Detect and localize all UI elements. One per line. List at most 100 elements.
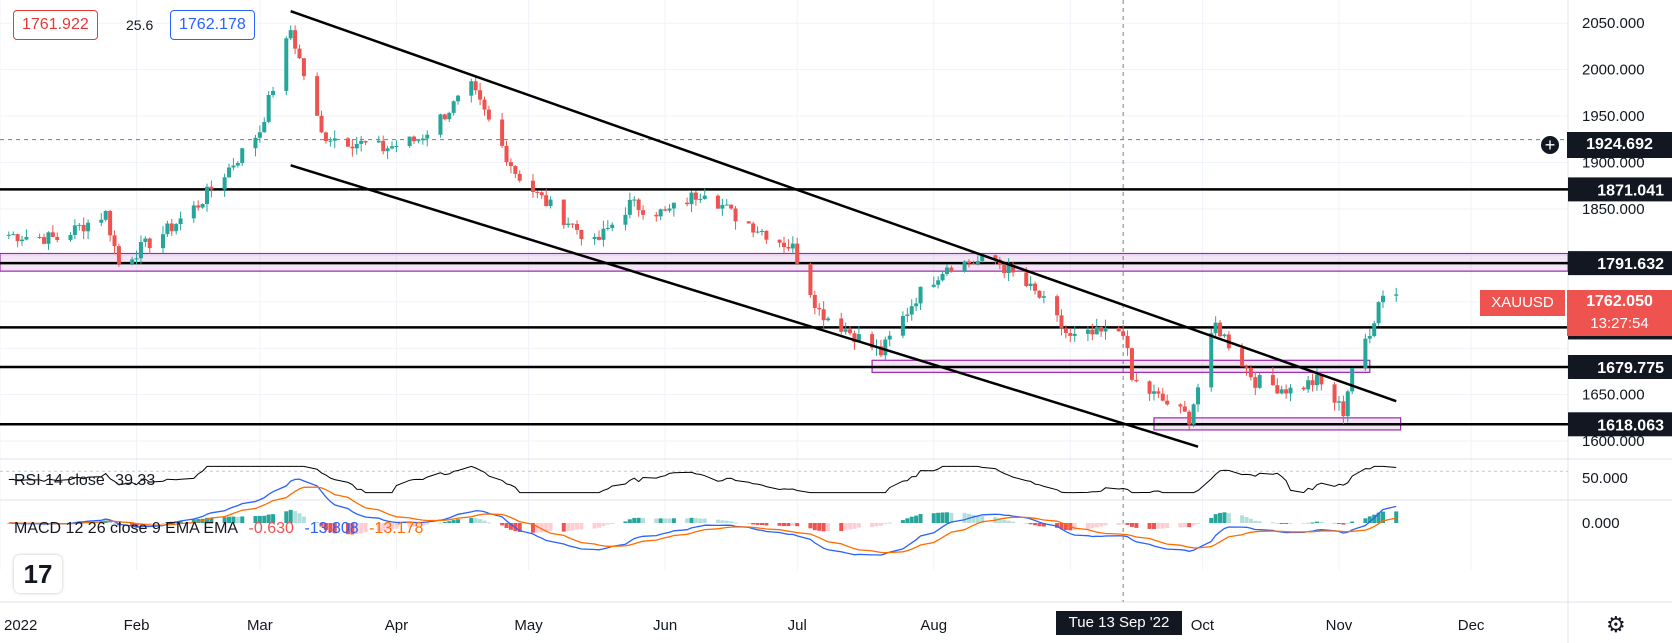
macd-histogram-bar [654, 518, 659, 523]
macd-histogram-bar [376, 523, 381, 532]
macd-histogram-bar [451, 520, 456, 523]
macd-histogram-bar [394, 523, 399, 529]
candle-body [1134, 379, 1139, 382]
macd-histogram-bar [1350, 521, 1355, 523]
candle-body [1310, 380, 1315, 386]
macd-histogram-bar [262, 515, 267, 523]
macd-histogram-bar [733, 522, 738, 524]
macd-histogram-bar [812, 523, 817, 531]
macd-histogram-bar [284, 511, 289, 523]
macd-histogram-bar [1314, 521, 1319, 523]
candle-body [1376, 302, 1381, 324]
time-tick-label: Oct [1191, 617, 1215, 634]
macd-histogram-bar [1156, 523, 1161, 529]
macd-histogram-bar [1178, 523, 1183, 528]
candle-body [1156, 391, 1161, 394]
crosshair-plus-icon[interactable]: + [1540, 135, 1560, 155]
macd-histogram-bar [702, 518, 707, 523]
macd-histogram-bar [486, 522, 491, 524]
candle-body [759, 230, 764, 232]
candle-body [240, 148, 245, 164]
macd-histogram-bar [729, 521, 734, 523]
macd-histogram-bar [1319, 521, 1324, 523]
candle-body [702, 195, 707, 199]
macd-histogram-bar [271, 514, 276, 523]
level-label: 1679.775 [1597, 360, 1664, 377]
macd-histogram-bar [1116, 523, 1121, 525]
macd-histogram-bar [350, 523, 355, 535]
macd-histogram-bar [227, 516, 232, 523]
candle-body [601, 228, 606, 240]
candle-body [500, 119, 505, 146]
macd-label: MACD 12 26 close 9 EMA EMA [14, 520, 239, 537]
candle-body [900, 315, 905, 336]
candle-body [81, 224, 86, 232]
macd-histogram-bar [808, 523, 813, 529]
macd-histogram-bar [544, 523, 549, 533]
macd-legend[interactable]: MACD 12 26 close 9 EMA EMA -0.630 -13.80… [14, 520, 429, 538]
candle-body [138, 241, 143, 259]
candle-body [354, 143, 359, 149]
trend-line [290, 164, 1199, 448]
bar-countdown: 13:27:54 [1590, 315, 1649, 332]
ask-price-box[interactable]: 1762.178 [170, 10, 255, 40]
candle-body [1270, 375, 1275, 386]
macd-histogram-bar [323, 523, 328, 531]
macd-histogram-bar [1284, 523, 1289, 524]
time-tick-label: Feb [124, 617, 150, 634]
candle-body [1165, 400, 1170, 405]
macd-histogram-bar [1270, 522, 1275, 524]
time-tick-label: 2022 [4, 617, 37, 634]
candle-body [685, 202, 690, 205]
macd-histogram-bar [817, 523, 822, 531]
candle-body [812, 295, 817, 308]
candle-body [1063, 328, 1068, 333]
macd-histogram-bar [1151, 523, 1156, 529]
candle-body [1037, 290, 1042, 298]
candle-body [147, 238, 152, 249]
candle-body [1033, 283, 1038, 291]
macd-histogram-bar [332, 523, 337, 534]
macd-histogram-bar [856, 523, 861, 528]
candle-body [328, 140, 333, 142]
candle-body [1341, 401, 1346, 417]
rsi-legend[interactable]: RSI 14 close 39.33 [14, 472, 161, 490]
macd-histogram-bar [658, 518, 663, 523]
candle-body [795, 243, 800, 264]
macd-histogram-bar [579, 523, 584, 530]
macd-histogram-bar [1209, 517, 1214, 523]
candle-body [390, 146, 394, 149]
tradingview-logo-icon[interactable]: 17 [14, 555, 62, 593]
macd-histogram-bar [641, 518, 646, 523]
macd-histogram-bar [301, 516, 306, 523]
macd-histogram-bar [482, 520, 487, 523]
candle-body [1248, 367, 1253, 378]
candle-body [235, 163, 240, 166]
macd-histogram-bar [447, 521, 452, 523]
macd-histogram-bar [473, 518, 478, 523]
candle-body [786, 247, 791, 249]
macd-histogram-bar [971, 514, 976, 523]
settings-icon[interactable]: ⚙ [1606, 612, 1626, 637]
candle-body [1103, 327, 1108, 332]
bid-price-box[interactable]: 1761.922 [13, 10, 98, 40]
time-tick-label: Dec [1458, 617, 1485, 634]
candle-body [345, 138, 350, 147]
candle-body [271, 90, 276, 96]
macd-histogram-bar [169, 521, 174, 523]
candle-body [636, 199, 641, 211]
macd-histogram-bar [698, 518, 703, 523]
candle-body [1059, 315, 1064, 329]
candle-body [918, 286, 923, 304]
macd-histogram-bar [1191, 523, 1196, 526]
macd-histogram-bar [1332, 522, 1337, 524]
macd-histogram-bar [663, 518, 668, 523]
macd-histogram-bar [1103, 523, 1108, 526]
macd-histogram-bar [667, 518, 672, 523]
candle-body [266, 95, 271, 122]
candle-body [37, 236, 42, 238]
candle-body [597, 236, 602, 240]
macd-histogram-bar [456, 519, 461, 523]
candle-body [42, 237, 47, 244]
